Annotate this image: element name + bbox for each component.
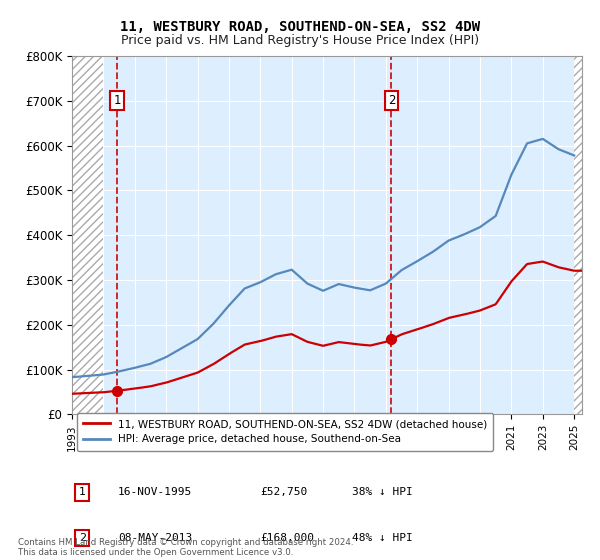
Text: 1: 1 [113,94,121,108]
Text: 38% ↓ HPI: 38% ↓ HPI [353,487,413,497]
Text: 16-NOV-1995: 16-NOV-1995 [118,487,192,497]
Legend: 11, WESTBURY ROAD, SOUTHEND-ON-SEA, SS2 4DW (detached house), HPI: Average price: 11, WESTBURY ROAD, SOUTHEND-ON-SEA, SS2 … [77,413,493,451]
Text: 2: 2 [79,533,86,543]
Text: £168,000: £168,000 [260,533,314,543]
Text: 08-MAY-2013: 08-MAY-2013 [118,533,192,543]
Text: 2: 2 [388,94,395,108]
Bar [574,56,582,414]
Text: Price paid vs. HM Land Registry's House Price Index (HPI): Price paid vs. HM Land Registry's House … [121,34,479,46]
Text: 1: 1 [79,487,86,497]
Text: 48% ↓ HPI: 48% ↓ HPI [353,533,413,543]
Text: Contains HM Land Registry data © Crown copyright and database right 2024.
This d: Contains HM Land Registry data © Crown c… [18,538,353,557]
Bar [72,56,103,414]
Text: £52,750: £52,750 [260,487,308,497]
Text: 11, WESTBURY ROAD, SOUTHEND-ON-SEA, SS2 4DW: 11, WESTBURY ROAD, SOUTHEND-ON-SEA, SS2 … [120,20,480,34]
